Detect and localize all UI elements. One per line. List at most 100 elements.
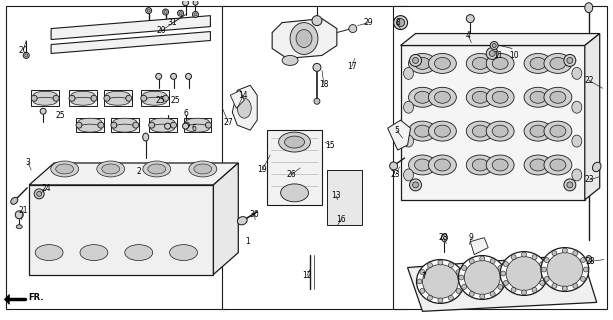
Text: 15: 15 [325,140,335,149]
Polygon shape [29,163,238,185]
Ellipse shape [564,54,576,67]
Ellipse shape [572,68,582,79]
Ellipse shape [581,258,585,262]
Ellipse shape [490,259,495,264]
Ellipse shape [472,91,488,103]
Ellipse shape [462,284,466,289]
Ellipse shape [290,23,318,54]
Ellipse shape [178,10,183,16]
Ellipse shape [69,95,75,101]
Ellipse shape [466,53,494,73]
Bar [104,90,132,106]
Ellipse shape [408,121,436,141]
Ellipse shape [501,271,506,276]
Ellipse shape [593,162,601,172]
Text: 3: 3 [26,158,31,167]
Ellipse shape [71,91,95,99]
Bar [84,200,120,225]
Ellipse shape [552,284,557,288]
Ellipse shape [503,280,508,285]
Ellipse shape [51,161,78,177]
Polygon shape [400,34,600,45]
Text: 25: 25 [55,111,65,120]
Ellipse shape [170,122,177,128]
Bar [31,90,59,106]
Text: 2: 2 [136,167,141,176]
Ellipse shape [170,244,197,260]
Text: 16: 16 [336,215,346,224]
Bar [173,200,210,225]
Ellipse shape [106,91,130,99]
Ellipse shape [470,259,474,264]
Ellipse shape [97,161,124,177]
Ellipse shape [281,184,308,202]
Text: 20: 20 [18,46,28,55]
Text: 7: 7 [421,272,426,281]
Polygon shape [232,85,257,130]
Text: 1: 1 [245,237,249,246]
Ellipse shape [486,47,498,60]
Ellipse shape [98,122,104,128]
Ellipse shape [567,182,573,188]
Ellipse shape [183,122,189,128]
Ellipse shape [106,97,130,105]
Polygon shape [4,294,9,304]
Ellipse shape [71,97,95,105]
Ellipse shape [125,244,153,260]
Ellipse shape [562,286,568,291]
Ellipse shape [237,217,247,225]
Ellipse shape [464,260,500,294]
Text: 5: 5 [394,126,399,135]
Ellipse shape [466,87,494,107]
Ellipse shape [573,284,578,288]
Ellipse shape [490,292,495,296]
Ellipse shape [296,29,312,47]
Ellipse shape [403,68,414,79]
Ellipse shape [80,244,108,260]
Ellipse shape [165,123,170,129]
Ellipse shape [133,122,139,128]
Polygon shape [327,170,362,225]
Ellipse shape [492,159,508,171]
Bar [133,204,161,221]
Ellipse shape [78,124,102,132]
Ellipse shape [11,197,18,204]
Ellipse shape [414,125,430,137]
Bar [69,90,97,106]
Ellipse shape [56,164,74,174]
Ellipse shape [543,271,547,276]
Text: 17: 17 [347,62,357,71]
Text: 9: 9 [469,233,474,242]
Ellipse shape [403,101,414,113]
Bar [226,169,228,251]
Text: 21: 21 [18,206,28,215]
Ellipse shape [192,12,199,17]
Text: 25: 25 [171,96,180,105]
Ellipse shape [390,162,398,170]
Ellipse shape [143,97,167,105]
Bar [76,118,104,132]
Bar [129,200,165,225]
Ellipse shape [113,124,137,132]
Ellipse shape [544,87,572,107]
Ellipse shape [448,263,454,268]
Ellipse shape [143,91,167,99]
Polygon shape [29,185,213,275]
Bar [39,200,75,225]
Ellipse shape [466,155,494,175]
Ellipse shape [143,161,170,177]
Ellipse shape [438,298,443,303]
Text: 19: 19 [257,165,267,174]
Ellipse shape [541,267,546,272]
Ellipse shape [472,58,488,69]
Bar [6,6,227,309]
Bar [178,204,205,221]
Ellipse shape [194,13,197,16]
Ellipse shape [544,53,572,73]
Ellipse shape [524,87,552,107]
Bar [221,167,223,249]
Polygon shape [585,34,600,200]
Bar [88,204,116,221]
Ellipse shape [205,122,211,128]
Ellipse shape [492,58,508,69]
